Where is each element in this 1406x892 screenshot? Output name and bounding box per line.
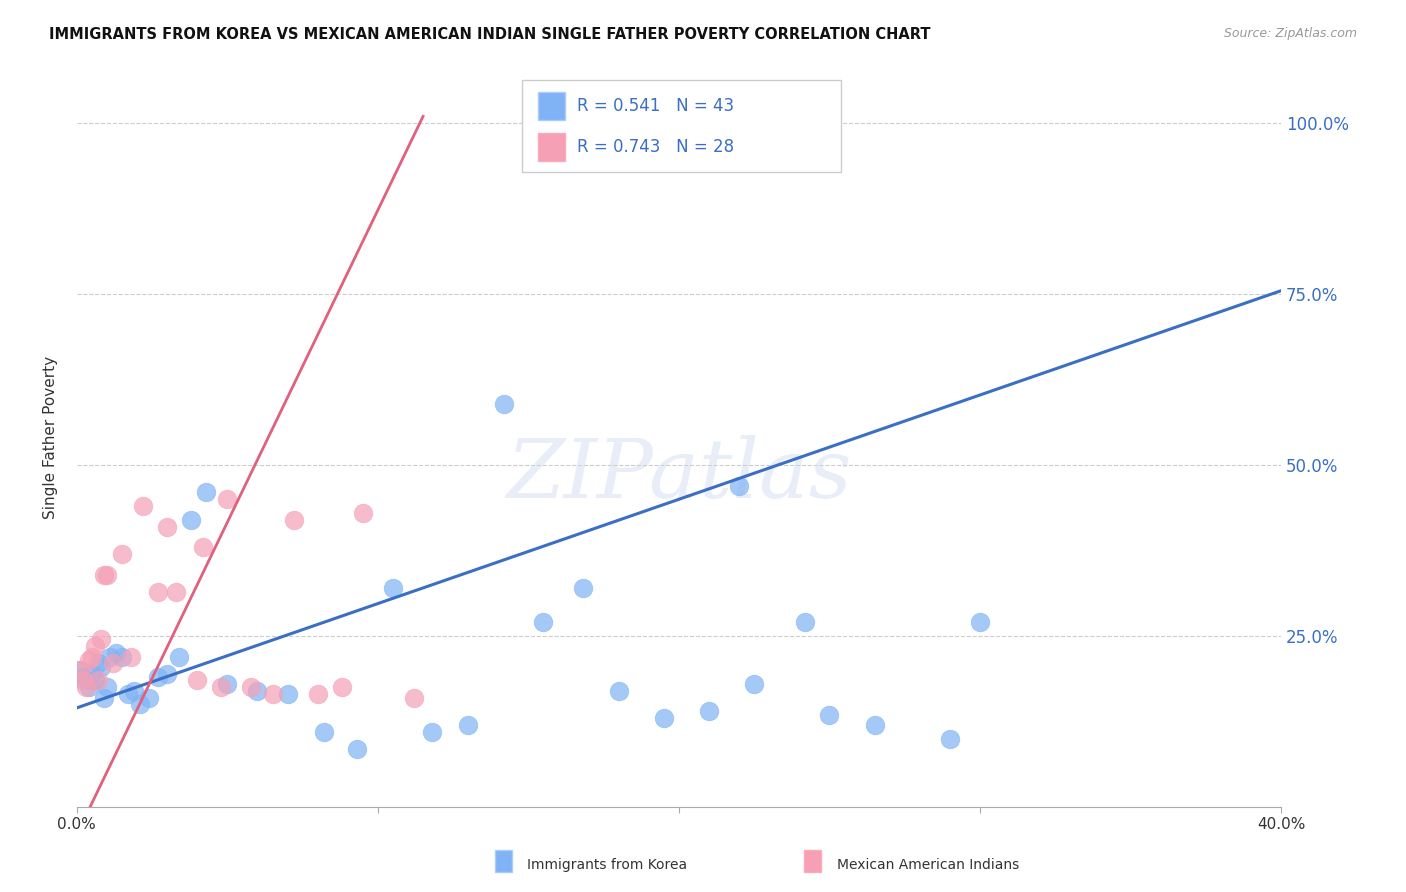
Point — [195, 485, 218, 500]
Point — [93, 690, 115, 705]
Point — [277, 687, 299, 701]
Text: ZIPatlas: ZIPatlas — [506, 434, 852, 515]
Point — [120, 649, 142, 664]
Point — [80, 649, 103, 664]
Text: R = 0.541   N = 43: R = 0.541 N = 43 — [576, 97, 734, 115]
Point — [283, 513, 305, 527]
Point — [75, 681, 97, 695]
Point — [939, 731, 962, 746]
Point — [402, 690, 425, 705]
Point — [69, 663, 91, 677]
Point — [111, 649, 134, 664]
Point — [156, 519, 179, 533]
Point — [312, 724, 335, 739]
Point — [117, 687, 139, 701]
Point — [93, 567, 115, 582]
Point — [307, 687, 329, 701]
Point — [607, 683, 630, 698]
Point — [122, 683, 145, 698]
Point — [146, 584, 169, 599]
Text: R = 0.743   N = 28: R = 0.743 N = 28 — [576, 137, 734, 156]
Point — [217, 677, 239, 691]
Point — [84, 673, 107, 688]
Point — [652, 711, 675, 725]
Point — [794, 615, 817, 630]
Point — [742, 677, 765, 691]
FancyBboxPatch shape — [523, 79, 841, 172]
Point — [571, 581, 593, 595]
Point — [84, 640, 107, 654]
Point — [180, 513, 202, 527]
Point — [352, 506, 374, 520]
Point — [193, 540, 215, 554]
Point — [98, 649, 121, 664]
Point — [72, 673, 94, 688]
Point — [240, 681, 263, 695]
Point — [246, 683, 269, 698]
Point — [72, 670, 94, 684]
Y-axis label: Single Father Poverty: Single Father Poverty — [44, 356, 58, 519]
Point — [863, 718, 886, 732]
Point — [69, 663, 91, 677]
Point — [101, 657, 124, 671]
Point — [77, 653, 100, 667]
Point — [90, 660, 112, 674]
Point — [80, 666, 103, 681]
Point — [138, 690, 160, 705]
Point — [156, 666, 179, 681]
Point — [217, 492, 239, 507]
Point — [818, 707, 841, 722]
Text: Immigrants from Korea: Immigrants from Korea — [527, 858, 688, 872]
Text: IMMIGRANTS FROM KOREA VS MEXICAN AMERICAN INDIAN SINGLE FATHER POVERTY CORRELATI: IMMIGRANTS FROM KOREA VS MEXICAN AMERICA… — [49, 27, 931, 42]
Point — [381, 581, 404, 595]
Point — [533, 615, 555, 630]
FancyBboxPatch shape — [538, 92, 565, 120]
Point — [87, 657, 110, 671]
Point — [129, 698, 152, 712]
Point — [209, 681, 232, 695]
Point — [262, 687, 284, 701]
Point — [132, 499, 155, 513]
Point — [494, 396, 516, 410]
Point — [420, 724, 443, 739]
Point — [146, 670, 169, 684]
Point — [167, 649, 190, 664]
Point — [330, 681, 353, 695]
Point — [87, 673, 110, 688]
Point — [457, 718, 479, 732]
Point — [186, 673, 208, 688]
FancyBboxPatch shape — [538, 133, 565, 161]
Text: Mexican American Indians: Mexican American Indians — [837, 858, 1019, 872]
Point — [697, 704, 720, 718]
Point — [90, 632, 112, 647]
Point — [728, 478, 751, 492]
Point — [96, 567, 118, 582]
Text: Source: ZipAtlas.com: Source: ZipAtlas.com — [1223, 27, 1357, 40]
Point — [111, 547, 134, 561]
Point — [96, 681, 118, 695]
Point — [165, 584, 187, 599]
Point — [346, 742, 368, 756]
Point — [105, 646, 128, 660]
Point — [77, 681, 100, 695]
Point — [75, 673, 97, 688]
Point — [969, 615, 991, 630]
